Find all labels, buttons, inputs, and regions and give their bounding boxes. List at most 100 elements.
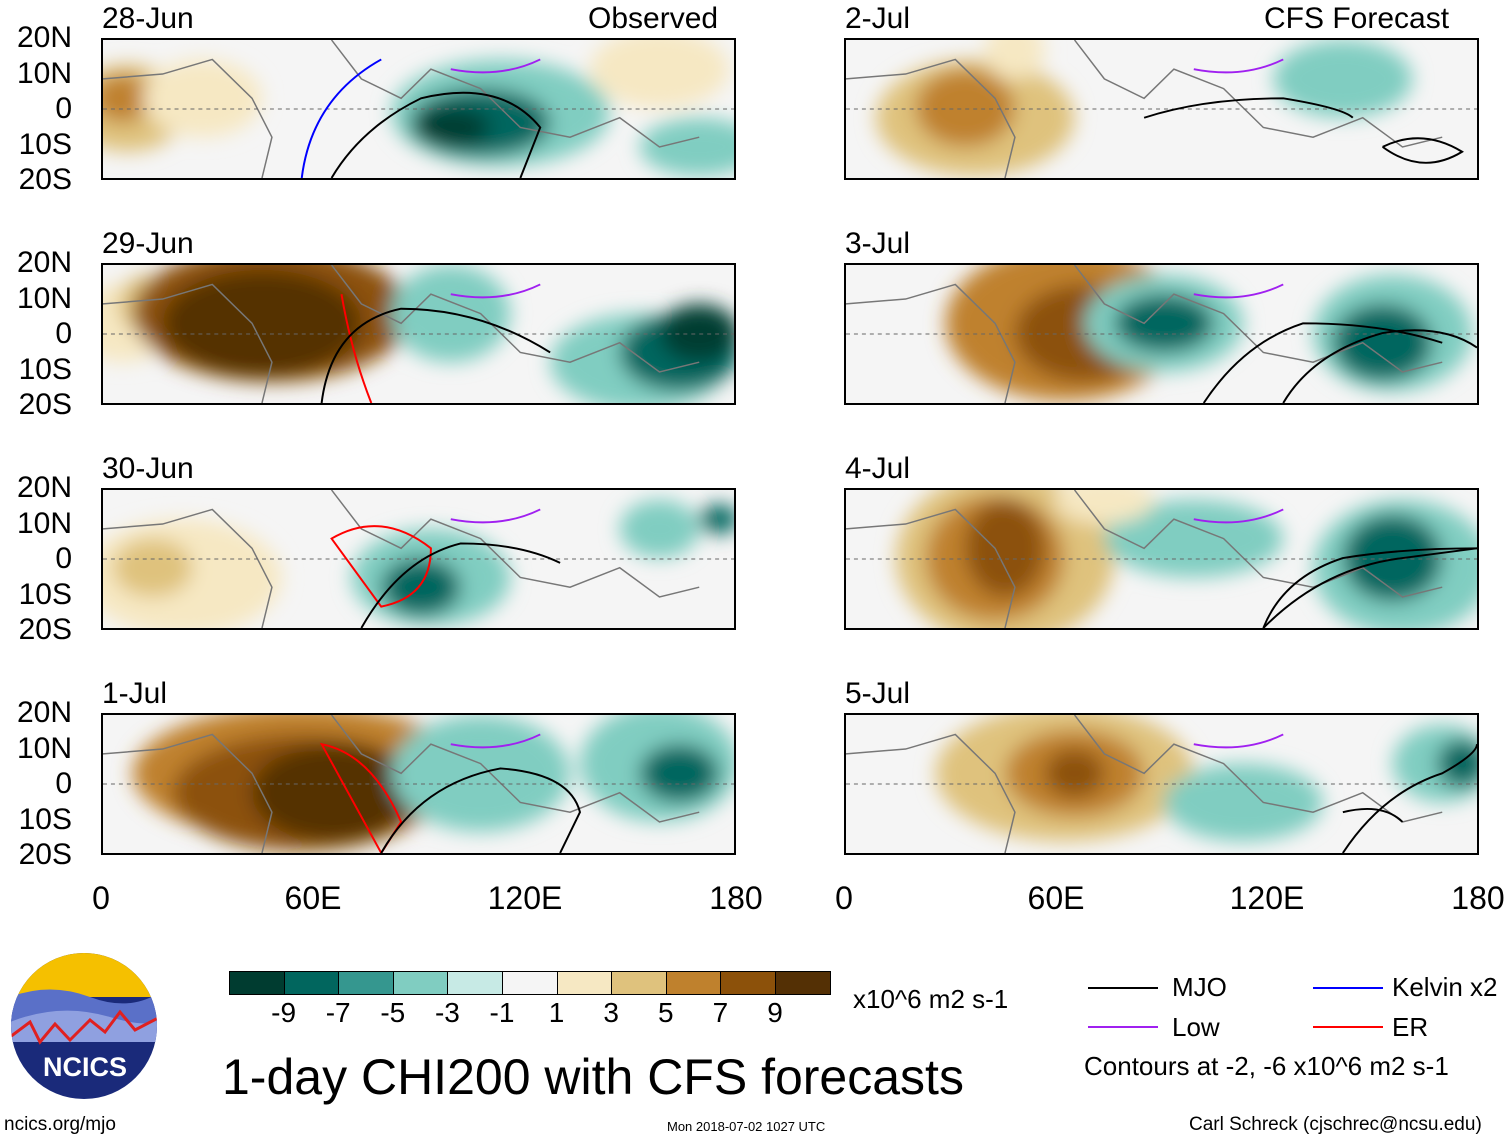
lat-label: 0 — [55, 317, 72, 350]
colorbar-tick-label: 9 — [767, 997, 783, 1028]
colorbar-tick-label: 5 — [658, 997, 674, 1028]
lat-label: 10N — [16, 281, 72, 315]
anomaly-region — [965, 499, 1045, 597]
colorbar-bin — [775, 972, 830, 994]
wave-contour — [320, 307, 551, 403]
lon-label: 0 — [92, 880, 110, 916]
lat-label: 0 — [55, 767, 72, 800]
map-panel — [844, 38, 1479, 180]
coastline — [103, 265, 700, 403]
anomaly-region — [1114, 294, 1214, 353]
coastline — [103, 715, 700, 853]
colorbar-bin — [284, 972, 340, 994]
lon-label: 60E — [284, 880, 342, 916]
colorbar-bin — [448, 972, 503, 994]
lat-label: 10N — [16, 731, 72, 765]
lat-label: 20N — [16, 246, 72, 279]
colorbar-tick-label: 3 — [603, 997, 619, 1028]
low-contour — [450, 58, 541, 74]
legend-low: Low — [1172, 1012, 1220, 1042]
wave-contour — [1262, 547, 1477, 628]
ncics-logo: NCICS — [11, 953, 157, 1099]
mjo-line-swatch — [1088, 987, 1158, 989]
anomaly-region — [639, 117, 734, 177]
observed-header: Observed — [588, 2, 719, 35]
contour-note: Contours at -2, -6 x10^6 m2 s-1 — [1084, 1051, 1449, 1081]
lon-label: 0 — [835, 880, 853, 916]
wave-contour — [330, 91, 542, 178]
colorbar-bin — [666, 972, 722, 994]
anomaly-region — [659, 303, 734, 363]
colorbar-units: x10^6 m2 s-1 — [853, 984, 1009, 1014]
coastline — [103, 490, 700, 628]
wave-contour — [340, 293, 373, 403]
footer-url[interactable]: ncics.org/mjo — [4, 1114, 116, 1135]
colorbar-tick-label: -1 — [489, 997, 515, 1028]
colorbar-bin — [393, 972, 449, 994]
map-panel — [844, 263, 1479, 405]
lat-label: 10S — [18, 127, 72, 161]
colorbar-bin — [557, 972, 613, 994]
anomaly-region — [1342, 514, 1443, 602]
svg-text:NCICS: NCICS — [43, 1052, 127, 1082]
panel-date: 28-Jun — [102, 2, 194, 35]
low-contour — [450, 733, 541, 749]
lon-label: 120E — [1229, 880, 1305, 916]
colorbar-tick-label: 7 — [712, 997, 729, 1028]
wave-contour — [380, 767, 582, 853]
coastline — [846, 490, 1443, 628]
map-panel — [101, 263, 736, 405]
low-contour — [1193, 58, 1284, 74]
map-panel — [101, 38, 736, 180]
wave-contour — [1342, 807, 1404, 823]
colorbar-tick-label: -5 — [380, 997, 406, 1028]
lat-label: 20S — [18, 388, 72, 421]
panel-date: 30-Jun — [102, 452, 194, 485]
kelvin-line-swatch — [1313, 987, 1383, 989]
lat-label: 10S — [18, 352, 72, 386]
anomaly-region — [103, 74, 153, 123]
wave-contour — [330, 525, 432, 608]
anomaly-region — [639, 744, 720, 803]
wave-contour — [1262, 547, 1477, 628]
legend-mjo: MJO — [1172, 972, 1227, 1002]
anomaly-region — [381, 558, 461, 617]
colorbar-bin — [502, 972, 558, 994]
wave-contour — [1342, 743, 1477, 853]
wave-contour — [1382, 137, 1464, 164]
panel-date: 1-Jul — [102, 677, 168, 710]
colorbar-bin — [721, 972, 776, 994]
low-contour — [1193, 733, 1284, 749]
wave-contour — [1143, 97, 1354, 119]
lat-label: 0 — [55, 92, 72, 125]
lat-label: 10N — [16, 506, 72, 540]
footer-timestamp: Mon 2018-07-02 1027 UTC — [667, 1119, 826, 1134]
anomaly-region — [162, 269, 362, 377]
map-panel — [101, 713, 736, 855]
map-panel — [844, 488, 1479, 630]
wave-contour — [300, 58, 382, 178]
colorbar-tick-label: -7 — [325, 997, 351, 1028]
wave-contour — [1282, 329, 1477, 403]
anomaly-region — [589, 40, 730, 109]
lat-label: 10S — [18, 577, 72, 611]
footer-author: Carl Schreck (cjschrec@ncsu.edu) — [1189, 1114, 1482, 1135]
anomaly-region — [1054, 490, 1155, 525]
anomaly-region — [1273, 40, 1413, 118]
colorbar-bin — [230, 972, 285, 994]
anomaly-region — [619, 499, 700, 559]
lat-label: 10S — [18, 802, 72, 836]
anomaly-region — [915, 69, 1015, 147]
panel-date: 29-Jun — [102, 227, 194, 260]
wave-contour — [1202, 322, 1443, 403]
legend-kelvin: Kelvin x2 — [1392, 972, 1498, 1002]
colorbar-tick-label: -3 — [434, 997, 460, 1028]
lat-label: 20N — [16, 696, 72, 729]
legend-er: ER — [1392, 1012, 1429, 1042]
low-contour — [1193, 508, 1284, 524]
anomaly-region — [411, 108, 491, 147]
lat-label: 10N — [16, 56, 72, 90]
low-line-swatch — [1088, 1026, 1158, 1028]
colorbar-bin — [339, 972, 394, 994]
